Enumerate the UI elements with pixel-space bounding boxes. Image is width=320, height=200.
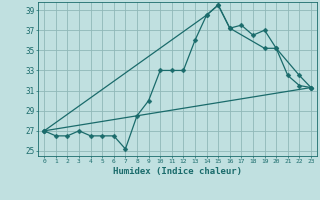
X-axis label: Humidex (Indice chaleur): Humidex (Indice chaleur) bbox=[113, 167, 242, 176]
